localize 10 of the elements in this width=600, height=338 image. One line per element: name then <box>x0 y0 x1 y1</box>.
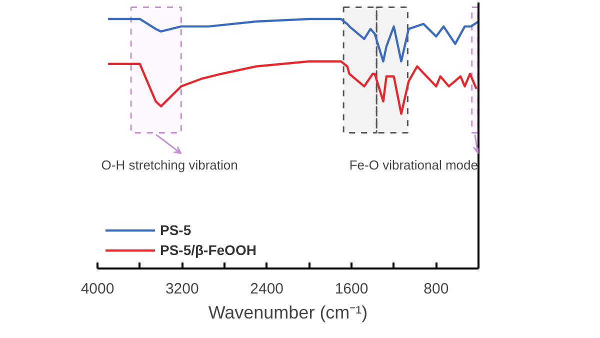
legend-label: PS-5 <box>160 222 192 238</box>
band-label: O-H stretching vibration <box>101 157 238 172</box>
x-tick-label: 1600 <box>334 280 368 298</box>
x-tick-label: 800 <box>424 280 449 298</box>
band-label: Fe-O vibrational mode <box>349 157 478 172</box>
legend-label: PS-5/β-FeOOH <box>160 242 256 258</box>
x-tick-label: 4000 <box>80 280 114 298</box>
x-tick-label: 3200 <box>165 280 199 298</box>
x-axis-title: Wavenumber (cm⁻¹) <box>208 302 368 322</box>
x-tick-label: 2400 <box>250 280 284 298</box>
